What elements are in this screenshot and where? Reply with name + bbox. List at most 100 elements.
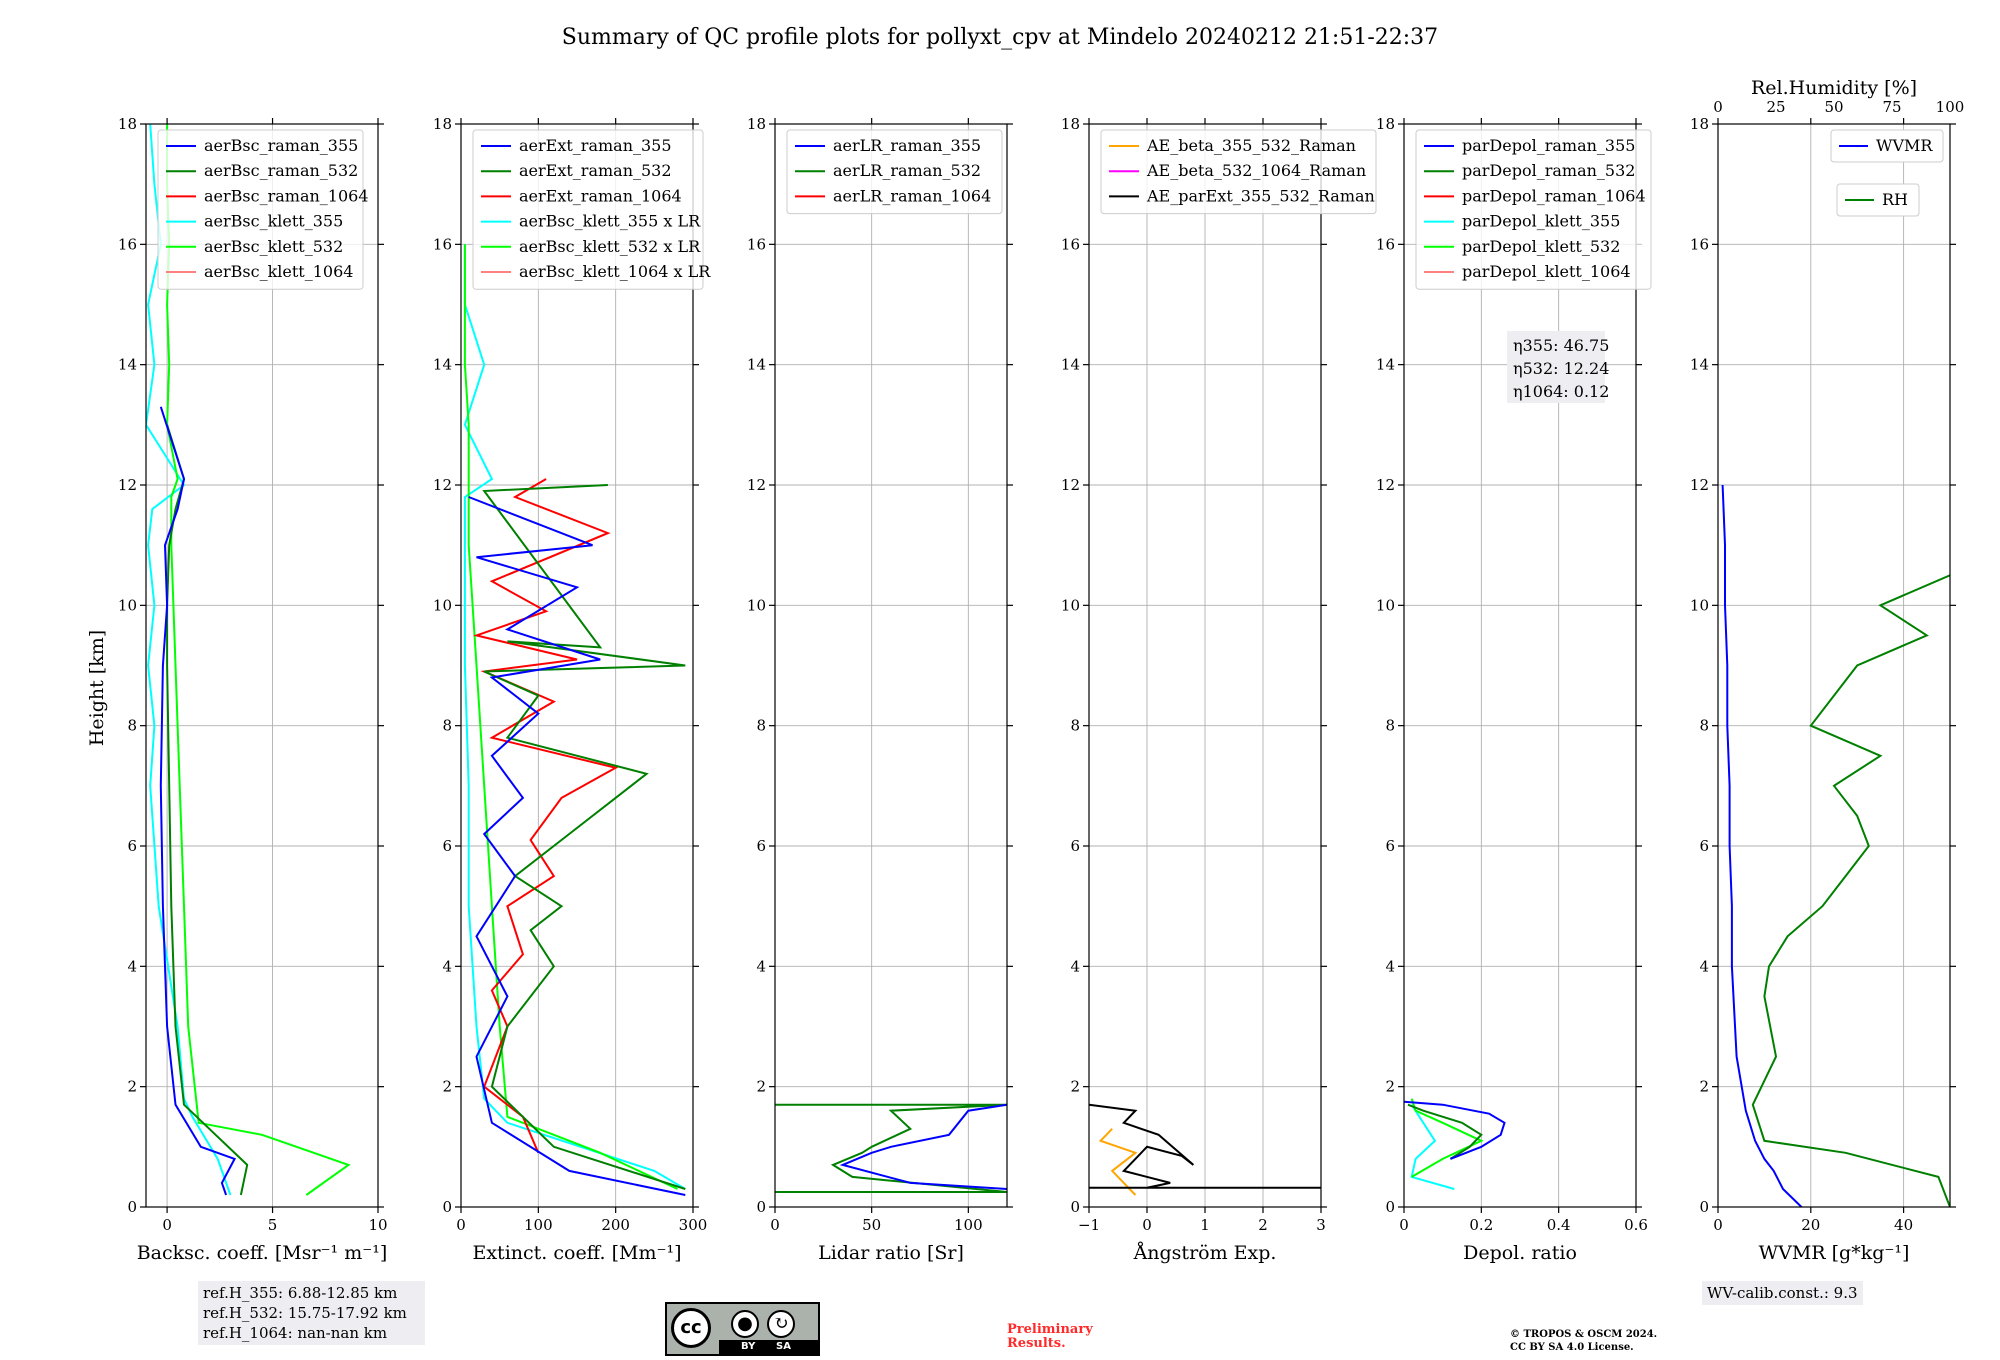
y-tick-label: 18 (1376, 115, 1395, 133)
x-tick-label: 0 (770, 1216, 780, 1234)
y-tick-label: 6 (442, 837, 452, 855)
y-tick-label: 2 (1070, 1078, 1080, 1096)
y-tick-label: 8 (1070, 717, 1080, 735)
top-axis-label: Rel.Humidity [%] (1751, 77, 1917, 99)
top-tick-label: 100 (1936, 98, 1965, 116)
attribution-icon: ● (731, 1310, 759, 1338)
y-tick-label: 10 (1061, 596, 1080, 614)
y-tick-label: 14 (747, 356, 766, 374)
panel-lr: 0 50 100 0 2 4 6 8 10 12 14 16 18 Lidar ratio [Sr] aer… (747, 115, 1013, 1264)
legend-label: aerBsc_klett_355 (204, 212, 343, 231)
legend-label: aerBsc_klett_1064 (204, 262, 353, 281)
legend-label: WVMR (1876, 136, 1933, 155)
legend-label: aerLR_raman_355 (833, 136, 981, 155)
series-aerExt_raman_355 (468, 496, 686, 1196)
y-tick-label: 6 (756, 837, 766, 855)
series-aerBsc_raman_532 (166, 424, 249, 1196)
panel-wv: 0 20 40 0 2 4 6 8 10 12 14 16 18 WVMR [g*kg⁻¹] 0 25 50 75… (1690, 77, 1964, 1264)
sa-label: SA (776, 1341, 791, 1352)
legend: parDepol_raman_355 parDepol_raman_532 parD… (1415, 129, 1652, 290)
y-tick-label: 14 (433, 356, 452, 374)
legend-box (1415, 129, 1652, 290)
y-tick-label: 0 (756, 1198, 766, 1216)
y-tick-label: 16 (1376, 235, 1395, 253)
copyright-line-2: CC BY SA 4.0 License. (1510, 1342, 1634, 1353)
x-tick-label: 2 (1258, 1216, 1268, 1234)
copyright-line-1: © TROPOS & OSCM 2024. (1510, 1329, 1658, 1340)
y-tick-label: 14 (118, 356, 137, 374)
share-alike-icon: ↻ (767, 1310, 795, 1338)
x-tick-label: 300 (679, 1216, 708, 1234)
series-parDepol_raman_532 (1407, 1103, 1483, 1160)
legend-box (157, 129, 364, 290)
y-tick-label: 12 (747, 476, 766, 494)
x-tick-label: 0.2 (1469, 1216, 1493, 1234)
series-WVMR (1721, 484, 1803, 1207)
x-tick-label: 0 (456, 1216, 466, 1234)
legend-box (1100, 129, 1377, 215)
legend-label: parDepol_klett_1064 (1462, 262, 1631, 281)
y-tick-label: 4 (756, 957, 766, 975)
depol-eta-line: η355: 46.75 (1513, 336, 1609, 355)
series-RH (1751, 574, 1950, 1207)
x-tick-label: 0 (1399, 1216, 1409, 1234)
x-tick-label: 0 (162, 1216, 172, 1234)
legend-label: aerBsc_klett_532 x LR (519, 237, 701, 256)
legend: aerBsc_raman_355 aerBsc_raman_532 aerBsc_r… (157, 129, 369, 290)
x-tick-label: 3 (1316, 1216, 1326, 1234)
y-tick-label: 14 (1690, 356, 1709, 374)
y-tick-label: 2 (1699, 1078, 1709, 1096)
x-tick-label: −1 (1078, 1216, 1100, 1234)
x-axis-label: Backsc. coeff. [Msr⁻¹ m⁻¹] (137, 1242, 388, 1264)
legend-box (786, 129, 1003, 215)
top-tick-label: 75 (1882, 98, 1901, 116)
y-tick-label: 4 (1699, 957, 1709, 975)
x-axis-label: Lidar ratio [Sr] (818, 1242, 964, 1264)
legend-label: aerBsc_raman_1064 (204, 186, 369, 205)
y-tick-label: 18 (747, 115, 766, 133)
y-tick-label: 10 (1376, 596, 1395, 614)
top-tick-label: 25 (1766, 98, 1785, 116)
series-aerLR_raman_532 (775, 1103, 1007, 1193)
y-tick-label: 0 (127, 1198, 137, 1216)
y-tick-label: 6 (1385, 837, 1395, 855)
series-group (463, 244, 686, 1196)
panel-depol: 0 0.2 0.4 0.6 0 2 4 6 8 10 12 14 16 18 Depol. ratio par… (1376, 115, 1652, 1264)
y-tick-label: 10 (118, 596, 137, 614)
y-tick-label: 8 (1699, 717, 1709, 735)
legend-box (472, 129, 704, 290)
y-tick-label: 0 (442, 1198, 452, 1216)
legend-label: AE_beta_355_532_Raman (1146, 136, 1356, 155)
y-tick-label: 2 (1385, 1078, 1395, 1096)
legend-label: aerBsc_raman_532 (204, 161, 358, 180)
y-tick-label: 16 (118, 235, 137, 253)
x-axis-label: Depol. ratio (1463, 1242, 1577, 1264)
series-AE_parExt_355_532_Raman (1089, 1103, 1321, 1189)
series-aerBsc_klett_532 (166, 124, 351, 1196)
x-axis-label: Ångström Exp. (1133, 1242, 1277, 1264)
series-parDepol_raman_355 (1404, 1100, 1506, 1160)
x-tick-label: 40 (1894, 1216, 1913, 1234)
legend-label: parDepol_raman_532 (1462, 161, 1635, 180)
series-parDepol_klett_355 (1410, 1104, 1455, 1190)
wv-calib-box: WV-calib.const.: 9.3 (1702, 1281, 1863, 1305)
legend-label: aerBsc_raman_355 (204, 136, 358, 155)
top-tick-label: 0 (1713, 98, 1723, 116)
legend-label: aerLR_raman_1064 (833, 186, 991, 205)
y-tick-label: 18 (1690, 115, 1709, 133)
y-tick-label: 4 (1385, 957, 1395, 975)
cc-license-strip: BY SA (719, 1340, 818, 1354)
series-AE_beta_355_532_Raman (1098, 1128, 1138, 1196)
y-tick-label: 14 (1061, 356, 1080, 374)
y-tick-label: 4 (127, 957, 137, 975)
y-tick-label: 8 (1385, 717, 1395, 735)
series-group (1089, 1103, 1321, 1196)
y-tick-label: 12 (118, 476, 137, 494)
y-tick-label: 6 (127, 837, 137, 855)
cc-icon: cc (671, 1308, 711, 1348)
series-aerExt_raman_1064 (472, 478, 619, 1154)
x-tick-label: 0 (1713, 1216, 1723, 1234)
y-tick-label: 2 (127, 1078, 137, 1096)
